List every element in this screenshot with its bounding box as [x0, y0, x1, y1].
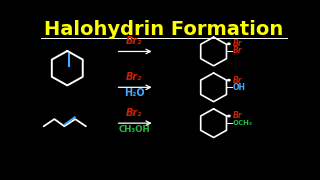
Text: CH₃OH: CH₃OH [118, 125, 150, 134]
Text: OH: OH [233, 83, 246, 92]
Text: Br₂: Br₂ [126, 36, 142, 46]
Text: Br: Br [233, 76, 243, 85]
Text: Br₂: Br₂ [126, 72, 142, 82]
Text: H₂O: H₂O [124, 88, 145, 98]
Text: OCH₃: OCH₃ [233, 120, 253, 126]
Text: Br₂: Br₂ [126, 108, 142, 118]
Text: Br: Br [233, 111, 243, 120]
Text: Br: Br [233, 46, 243, 55]
Text: Halohydrin Formation: Halohydrin Formation [44, 21, 284, 39]
Text: Br: Br [233, 39, 243, 48]
